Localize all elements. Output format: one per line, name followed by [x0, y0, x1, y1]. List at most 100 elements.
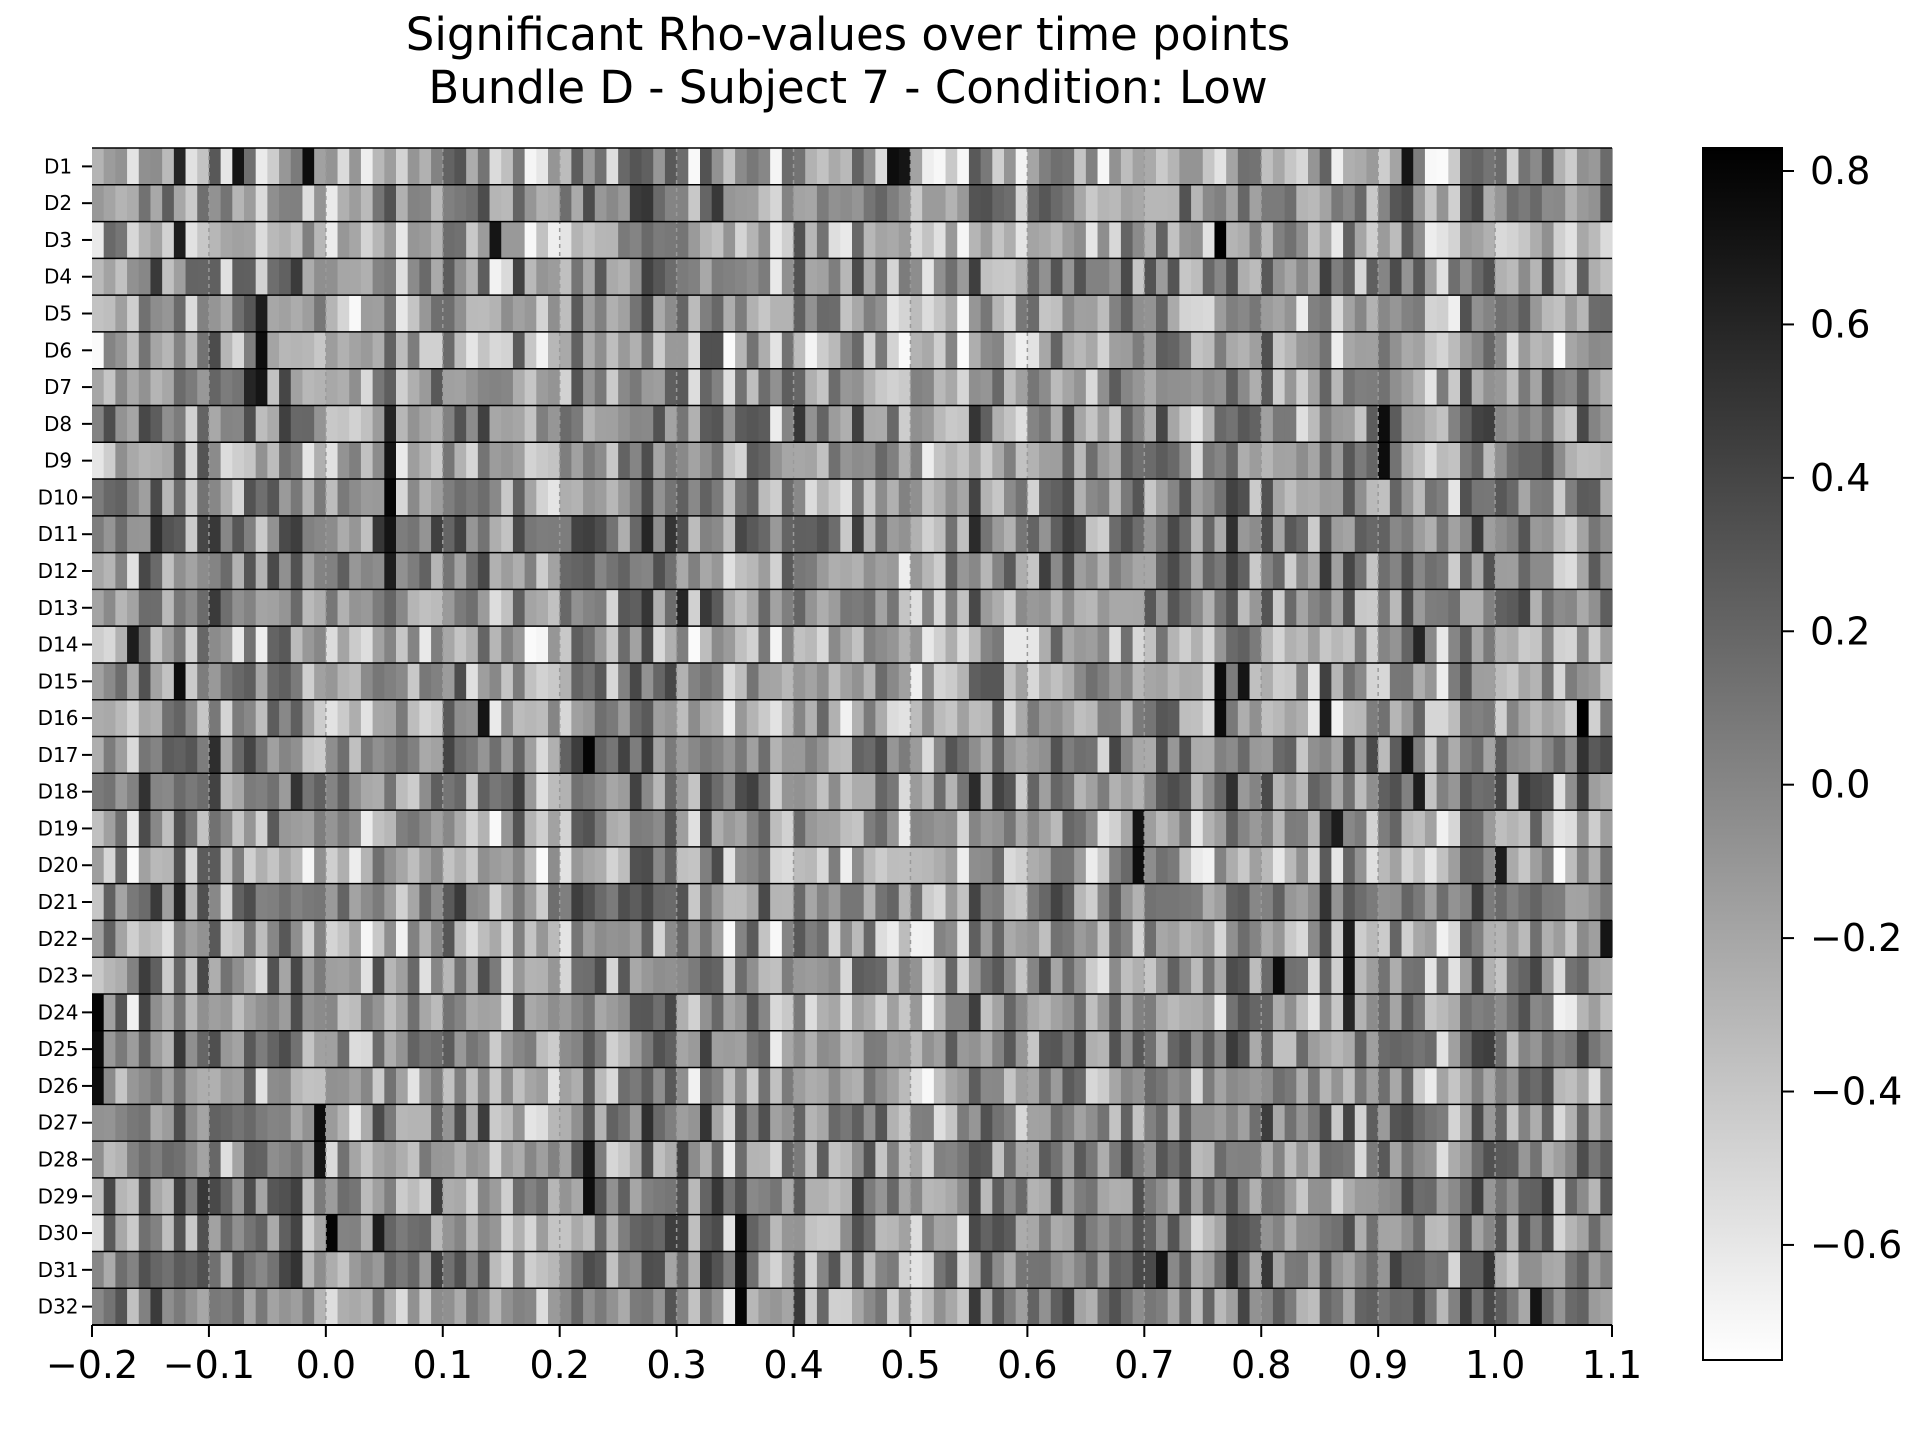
heatmap-cell	[1015, 626, 1028, 664]
heatmap-cell	[957, 295, 970, 333]
heatmap-cell	[629, 1067, 643, 1105]
heatmap-cell	[314, 479, 327, 517]
heatmap-cell	[1424, 1104, 1438, 1142]
heatmap-cell	[1296, 331, 1309, 370]
heatmap-cell	[1576, 846, 1590, 885]
heatmap-cell	[840, 662, 853, 701]
heatmap-cell	[933, 1214, 947, 1252]
heatmap-cell	[1401, 1067, 1414, 1105]
heatmap-cell	[197, 552, 210, 590]
heatmap-cell	[1366, 184, 1379, 222]
heatmap-cell	[1050, 810, 1064, 848]
heatmap-cell	[1424, 479, 1438, 517]
heatmap-cell	[1343, 810, 1356, 848]
heatmap-cell	[150, 221, 163, 259]
heatmap-cell	[1401, 589, 1414, 627]
heatmap-cell	[1004, 1288, 1017, 1326]
heatmap-cell	[185, 442, 198, 480]
heatmap-cell	[688, 1104, 701, 1142]
heatmap-cell	[396, 1214, 409, 1252]
heatmap-cell	[208, 589, 222, 627]
heatmap-cell	[314, 331, 327, 370]
heatmap-cell	[138, 295, 152, 333]
heatmap-cell	[711, 515, 724, 553]
heatmap-cell	[770, 552, 783, 590]
heatmap-cell	[103, 442, 116, 480]
heatmap-cell	[232, 1104, 245, 1142]
heatmap-cell	[1296, 479, 1309, 517]
heatmap-cell	[197, 1177, 210, 1216]
heatmap-cell	[606, 405, 619, 443]
heatmap-cell	[1366, 846, 1379, 885]
heatmap-cell	[208, 221, 222, 259]
heatmap-cell	[641, 184, 654, 222]
heatmap-cell	[1062, 993, 1075, 1032]
heatmap-cell	[419, 736, 432, 774]
heatmap-cell	[197, 515, 210, 553]
heatmap-cell	[396, 1104, 409, 1142]
heatmap-cell	[1553, 1214, 1566, 1252]
heatmap-cell	[1004, 1104, 1017, 1142]
heatmap-cell	[1354, 552, 1368, 590]
heatmap-cell	[1261, 1251, 1274, 1289]
heatmap-cell	[150, 1141, 163, 1179]
heatmap-cell	[1284, 1288, 1297, 1326]
heatmap-cell	[664, 552, 678, 590]
heatmap-cell	[1120, 479, 1134, 517]
heatmap-cell	[173, 258, 187, 296]
heatmap-cell	[1319, 773, 1332, 811]
heatmap-cell	[933, 1251, 947, 1289]
heatmap-cell	[360, 479, 374, 517]
heatmap-cell	[162, 405, 175, 443]
heatmap-cell	[1588, 1177, 1601, 1216]
heatmap-cell	[1308, 479, 1321, 517]
heatmap-cell	[1354, 479, 1368, 517]
heatmap-cell	[337, 1141, 350, 1179]
heatmap-cell	[1249, 221, 1262, 259]
heatmap-cell	[1553, 221, 1566, 259]
heatmap-cell	[150, 662, 163, 701]
heatmap-cell	[501, 1214, 514, 1252]
heatmap-cell	[138, 1141, 152, 1179]
heatmap-cell	[758, 1141, 771, 1179]
heatmap-cell	[828, 184, 841, 222]
heatmap-cell	[173, 589, 187, 627]
heatmap-cell	[1448, 993, 1461, 1032]
heatmap-cell	[1600, 736, 1613, 774]
heatmap-cell	[1167, 589, 1180, 627]
heatmap-cell	[220, 993, 233, 1032]
heatmap-cell	[1401, 368, 1414, 406]
heatmap-cell	[1109, 552, 1122, 590]
heatmap-cell	[945, 148, 958, 186]
heatmap-cell	[162, 1141, 175, 1179]
heatmap-cell	[1226, 148, 1239, 186]
heatmap-cell	[162, 1288, 175, 1326]
heatmap-cell	[606, 589, 619, 627]
heatmap-cell	[735, 810, 748, 848]
heatmap-cell	[1272, 589, 1286, 627]
heatmap-cell	[980, 1104, 993, 1142]
heatmap-cell	[1261, 810, 1274, 848]
heatmap-cell	[1074, 221, 1087, 259]
heatmap-cell	[1191, 662, 1204, 701]
heatmap-cell	[150, 1177, 163, 1216]
heatmap-cell	[407, 1288, 420, 1326]
heatmap-cell	[758, 957, 771, 995]
heatmap-cell	[1226, 846, 1239, 885]
heatmap-cell	[162, 1030, 175, 1068]
heatmap-cell	[1074, 773, 1087, 811]
heatmap-cell	[1424, 368, 1438, 406]
heatmap-cell	[419, 883, 432, 921]
heatmap-cell	[828, 479, 841, 517]
heatmap-cell	[1576, 1141, 1590, 1179]
heatmap-cell	[1448, 1067, 1461, 1105]
heatmap-cell	[968, 1030, 982, 1068]
heatmap-cell	[431, 773, 444, 811]
heatmap-cell	[396, 368, 409, 406]
heatmap-cell	[781, 221, 795, 259]
heatmap-cell	[419, 479, 432, 517]
heatmap-cell	[1132, 957, 1145, 995]
heatmap-cell	[103, 846, 116, 885]
heatmap-cell	[1331, 810, 1344, 848]
heatmap-cell	[1120, 1141, 1134, 1179]
